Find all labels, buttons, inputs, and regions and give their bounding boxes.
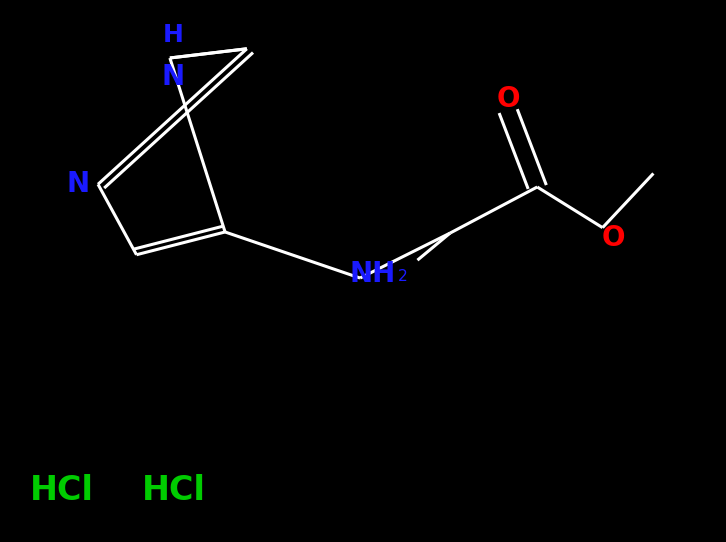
Text: O: O [497,85,520,113]
Text: NH: NH [349,260,396,288]
Text: O: O [602,224,625,253]
Text: $_2$: $_2$ [397,264,407,283]
Text: N: N [66,170,89,198]
Text: N: N [162,63,185,92]
Text: HCl: HCl [30,474,94,507]
Text: H: H [163,23,184,47]
Text: HCl: HCl [142,474,206,507]
